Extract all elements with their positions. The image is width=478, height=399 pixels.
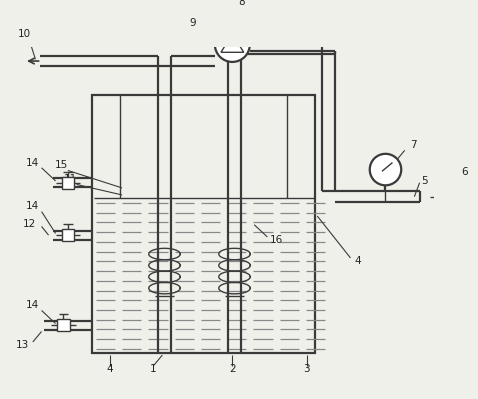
Text: 15: 15 (55, 160, 68, 170)
Text: 8: 8 (238, 0, 244, 8)
Circle shape (370, 154, 401, 185)
Text: 14: 14 (26, 201, 40, 211)
Text: 3: 3 (304, 364, 310, 374)
Text: 2: 2 (229, 364, 236, 374)
Text: 4: 4 (354, 257, 361, 267)
Text: 11: 11 (64, 174, 77, 184)
Text: 4: 4 (107, 364, 113, 374)
Text: 10: 10 (18, 29, 31, 39)
Text: 7: 7 (410, 140, 417, 150)
Text: 1: 1 (150, 364, 157, 374)
Text: 16: 16 (270, 235, 282, 245)
Text: 14: 14 (26, 300, 40, 310)
Circle shape (215, 27, 250, 62)
Text: 5: 5 (422, 176, 428, 186)
Text: 9: 9 (190, 18, 196, 28)
Text: 12: 12 (22, 219, 36, 229)
Bar (57, 319, 70, 332)
Text: 13: 13 (16, 340, 29, 350)
Bar (436, 191, 448, 203)
Bar (62, 177, 74, 189)
Text: 6: 6 (461, 167, 467, 177)
Bar (62, 229, 74, 241)
Bar (92, 95, 315, 354)
Text: 14: 14 (26, 158, 40, 168)
